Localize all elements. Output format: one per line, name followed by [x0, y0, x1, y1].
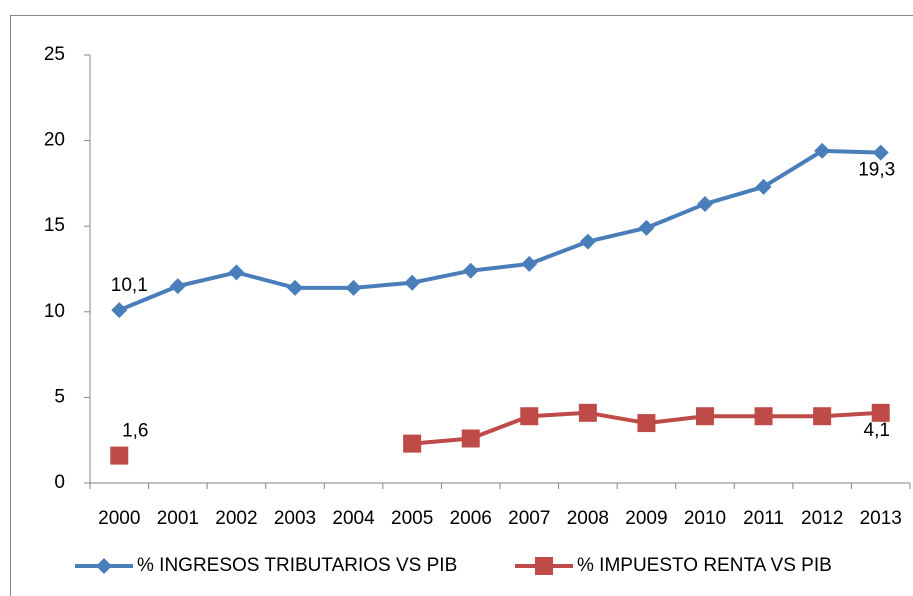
- data-point: [462, 262, 479, 279]
- data-point: [871, 403, 890, 422]
- data-point: [872, 144, 889, 161]
- data-point: [755, 178, 772, 195]
- data-point: [754, 407, 773, 426]
- x-tick-label: 2002: [215, 508, 257, 529]
- x-tick-label: 2013: [860, 508, 902, 529]
- data-point: [461, 429, 480, 448]
- data-label: 4,1: [864, 420, 890, 441]
- data-point: [228, 264, 245, 281]
- series-line: [118, 148, 881, 312]
- legend-marker: [535, 557, 553, 575]
- data-point: [637, 414, 656, 433]
- y-tick-label: 20: [44, 130, 65, 151]
- data-point: [578, 403, 597, 422]
- y-tick-label: 10: [44, 301, 65, 322]
- data-point: [110, 446, 129, 465]
- x-tick-label: 2005: [391, 508, 433, 529]
- legend-label: % INGRESOS TRIBUTARIOS VS PIB: [137, 555, 457, 576]
- x-tick-label: 2007: [508, 508, 550, 529]
- data-point: [638, 219, 655, 236]
- x-tick-label: 2012: [801, 508, 843, 529]
- data-label: 1,6: [122, 421, 148, 442]
- data-point: [579, 233, 596, 250]
- data-point: [696, 407, 714, 426]
- y-tick-label: 0: [54, 472, 65, 493]
- data-point: [403, 434, 422, 453]
- data-point: [111, 302, 128, 319]
- data-label: 19,3: [858, 160, 895, 181]
- x-tick-label: 2008: [567, 508, 609, 529]
- x-tick-label: 2001: [157, 508, 199, 529]
- x-tick-label: 2010: [684, 508, 726, 529]
- data-point: [697, 195, 713, 212]
- data-point: [345, 279, 362, 296]
- x-tick-label: 2006: [450, 508, 492, 529]
- x-tick-label: 2009: [625, 508, 667, 529]
- x-tick-label: 2011: [743, 508, 784, 529]
- x-tick-label: 2000: [98, 508, 140, 529]
- y-tick-label: 15: [44, 215, 65, 236]
- data-label: 10,1: [111, 275, 148, 296]
- data-point: [169, 278, 186, 295]
- y-tick-label: 25: [44, 44, 65, 65]
- y-tick-label: 5: [54, 386, 65, 407]
- legend-marker: [96, 558, 112, 574]
- legend-label: % IMPUESTO RENTA VS PIB: [577, 555, 832, 576]
- data-point: [520, 407, 539, 426]
- x-tick-label: 2003: [274, 508, 316, 529]
- data-point: [521, 255, 538, 272]
- chart-frame: [10, 15, 913, 596]
- data-point: [813, 407, 832, 426]
- data-point: [814, 142, 831, 159]
- x-tick-label: 2004: [332, 508, 375, 529]
- data-point: [404, 274, 421, 291]
- data-point: [287, 279, 303, 296]
